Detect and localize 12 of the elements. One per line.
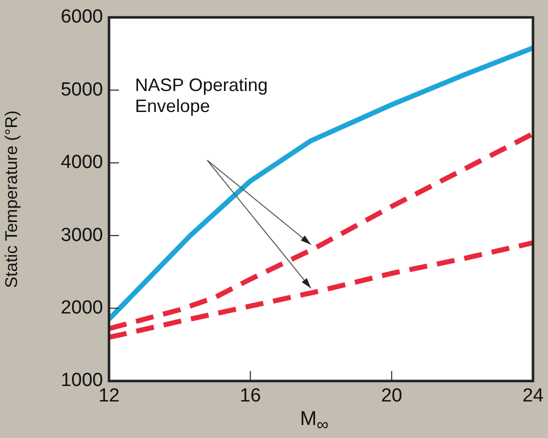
x-tick-label: 20 [381,386,402,407]
annotation: NASP Operating Envelope [135,75,269,117]
y-axis-title: Static Temperature (°R) [2,110,21,288]
y-tick-label: 6000 [60,6,103,28]
x-tick-label: 16 [240,386,261,407]
y-tick-label: 3000 [60,224,103,246]
x-axis-title: M$_{∞}$ [300,408,329,435]
y-tick-label: 4000 [60,152,103,174]
x-tick-label: 12 [98,386,120,407]
y-tick-label: 5000 [60,79,103,100]
y-tick-label: 2000 [60,298,103,319]
x-tick-label: 24 [522,386,544,407]
